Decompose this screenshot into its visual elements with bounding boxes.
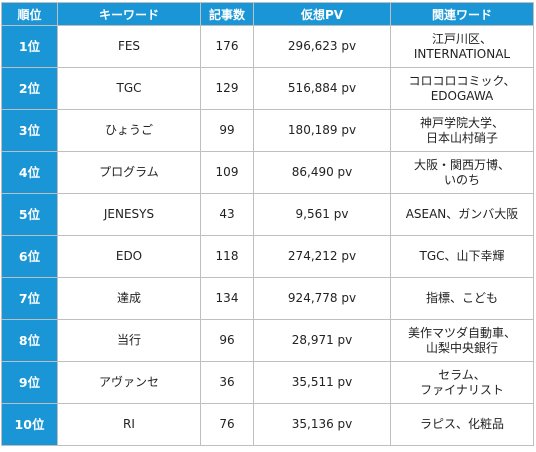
related-word-line: ラピス、化粧品 bbox=[419, 417, 504, 431]
keyword-cell: RI bbox=[57, 403, 201, 446]
table-row: 7位 達成 134 924,778 pv 指標、こども bbox=[1, 277, 534, 320]
related-words-cell: 指標、こども bbox=[390, 277, 534, 320]
pv-cell: 296,623 pv bbox=[253, 25, 391, 68]
pv-cell: 86,490 pv bbox=[253, 151, 391, 194]
related-word-line: 江戸川区、 bbox=[431, 31, 492, 46]
keyword-cell: アヴァンセ bbox=[57, 361, 201, 404]
pv-cell: 35,136 pv bbox=[253, 403, 391, 446]
rank-cell: 9位 bbox=[1, 361, 58, 404]
table-row: 3位 ひょうご 99 180,189 pv 神戸学院大学、 日本山村硝子 bbox=[1, 109, 534, 152]
keyword-cell: TGC bbox=[57, 67, 201, 110]
table-row: 8位 当行 96 28,971 pv 美作マツダ自動車、 山梨中央銀行 bbox=[1, 319, 534, 362]
related-words-cell: コロコロコミック、 EDOGAWA bbox=[390, 67, 534, 110]
related-word-line: EDOGAWA bbox=[430, 88, 494, 103]
related-word-line: 神戸学院大学、 bbox=[419, 115, 504, 130]
related-words-cell: ASEAN、ガンバ大阪 bbox=[390, 193, 534, 236]
header-rank: 順位 bbox=[1, 2, 58, 26]
related-word-line: 大阪・関西万博、 bbox=[413, 157, 510, 172]
pv-cell: 35,511 pv bbox=[253, 361, 391, 404]
related-words-cell: ラピス、化粧品 bbox=[390, 403, 534, 446]
pv-cell: 274,212 pv bbox=[253, 235, 391, 278]
articles-cell: 43 bbox=[200, 193, 254, 236]
keyword-cell: JENESYS bbox=[57, 193, 201, 236]
table-row: 5位 JENESYS 43 9,561 pv ASEAN、ガンバ大阪 bbox=[1, 193, 534, 236]
related-word-line: 美作マツダ自動車、 bbox=[407, 325, 516, 340]
related-word-line: 指標、こども bbox=[425, 291, 498, 305]
table-body: 1位 FES 176 296,623 pv 江戸川区、 INTERNATIONAL 2位 TG… bbox=[1, 25, 534, 446]
keyword-cell: ひょうご bbox=[57, 109, 201, 152]
rank-cell: 4位 bbox=[1, 151, 58, 194]
pv-cell: 28,971 pv bbox=[253, 319, 391, 362]
table-row: 1位 FES 176 296,623 pv 江戸川区、 INTERNATIONAL bbox=[1, 25, 534, 68]
articles-cell: 129 bbox=[200, 67, 254, 110]
table-row: 4位 プログラム 109 86,490 pv 大阪・関西万博、 いのち bbox=[1, 151, 534, 194]
pv-cell: 9,561 pv bbox=[253, 193, 391, 236]
related-word-line: 日本山村硝子 bbox=[425, 130, 498, 145]
articles-cell: 76 bbox=[200, 403, 254, 446]
table-row: 2位 TGC 129 516,884 pv コロコロコミック、 EDOGAWA bbox=[1, 67, 534, 110]
related-words-cell: 美作マツダ自動車、 山梨中央銀行 bbox=[390, 319, 534, 362]
table-row: 9位 アヴァンセ 36 35,511 pv セラム、 ファイナリスト bbox=[1, 361, 534, 404]
table-row: 6位 EDO 118 274,212 pv TGC、山下幸輝 bbox=[1, 235, 534, 278]
keyword-ranking-table: 順位 キーワード 記事数 仮想PV 関連ワード 1位 FES 176 296,623 … bbox=[1, 2, 534, 446]
related-word-line: セラム、 bbox=[438, 367, 486, 382]
header-pv: 仮想PV bbox=[253, 2, 391, 26]
related-words-cell: セラム、 ファイナリスト bbox=[390, 361, 534, 404]
keyword-cell: EDO bbox=[57, 235, 201, 278]
related-word-line: ASEAN、ガンバ大阪 bbox=[405, 207, 519, 221]
pv-cell: 516,884 pv bbox=[253, 67, 391, 110]
rank-cell: 7位 bbox=[1, 277, 58, 320]
articles-cell: 118 bbox=[200, 235, 254, 278]
related-word-line: INTERNATIONAL bbox=[413, 46, 511, 61]
related-words-cell: TGC、山下幸輝 bbox=[390, 235, 534, 278]
header-articles: 記事数 bbox=[200, 2, 254, 26]
rank-cell: 8位 bbox=[1, 319, 58, 362]
related-word-line: いのち bbox=[443, 172, 480, 187]
articles-cell: 96 bbox=[200, 319, 254, 362]
keyword-cell: FES bbox=[57, 25, 201, 68]
articles-cell: 99 bbox=[200, 109, 254, 152]
related-word-line: 山梨中央銀行 bbox=[425, 340, 498, 355]
header-keyword: キーワード bbox=[57, 2, 201, 26]
keyword-cell: 当行 bbox=[57, 319, 201, 362]
articles-cell: 36 bbox=[200, 361, 254, 404]
pv-cell: 180,189 pv bbox=[253, 109, 391, 152]
related-word-line: TGC、山下幸輝 bbox=[419, 249, 505, 263]
related-word-line: ファイナリスト bbox=[420, 382, 504, 397]
articles-cell: 176 bbox=[200, 25, 254, 68]
table-header: 順位 キーワード 記事数 仮想PV 関連ワード bbox=[1, 2, 534, 26]
rank-cell: 1位 bbox=[1, 25, 58, 68]
articles-cell: 134 bbox=[200, 277, 254, 320]
related-words-cell: 大阪・関西万博、 いのち bbox=[390, 151, 534, 194]
rank-cell: 2位 bbox=[1, 67, 58, 110]
header-related: 関連ワード bbox=[390, 2, 534, 26]
keyword-cell: プログラム bbox=[57, 151, 201, 194]
keyword-cell: 達成 bbox=[57, 277, 201, 320]
related-words-cell: 江戸川区、 INTERNATIONAL bbox=[390, 25, 534, 68]
rank-cell: 6位 bbox=[1, 235, 58, 278]
table-row: 10位 RI 76 35,136 pv ラピス、化粧品 bbox=[1, 403, 534, 446]
rank-cell: 5位 bbox=[1, 193, 58, 236]
rank-cell: 10位 bbox=[1, 403, 58, 446]
related-words-cell: 神戸学院大学、 日本山村硝子 bbox=[390, 109, 534, 152]
related-word-line: コロコロコミック、 bbox=[408, 73, 516, 88]
articles-cell: 109 bbox=[200, 151, 254, 194]
rank-cell: 3位 bbox=[1, 109, 58, 152]
header-row: 順位 キーワード 記事数 仮想PV 関連ワード bbox=[1, 2, 534, 26]
pv-cell: 924,778 pv bbox=[253, 277, 391, 320]
